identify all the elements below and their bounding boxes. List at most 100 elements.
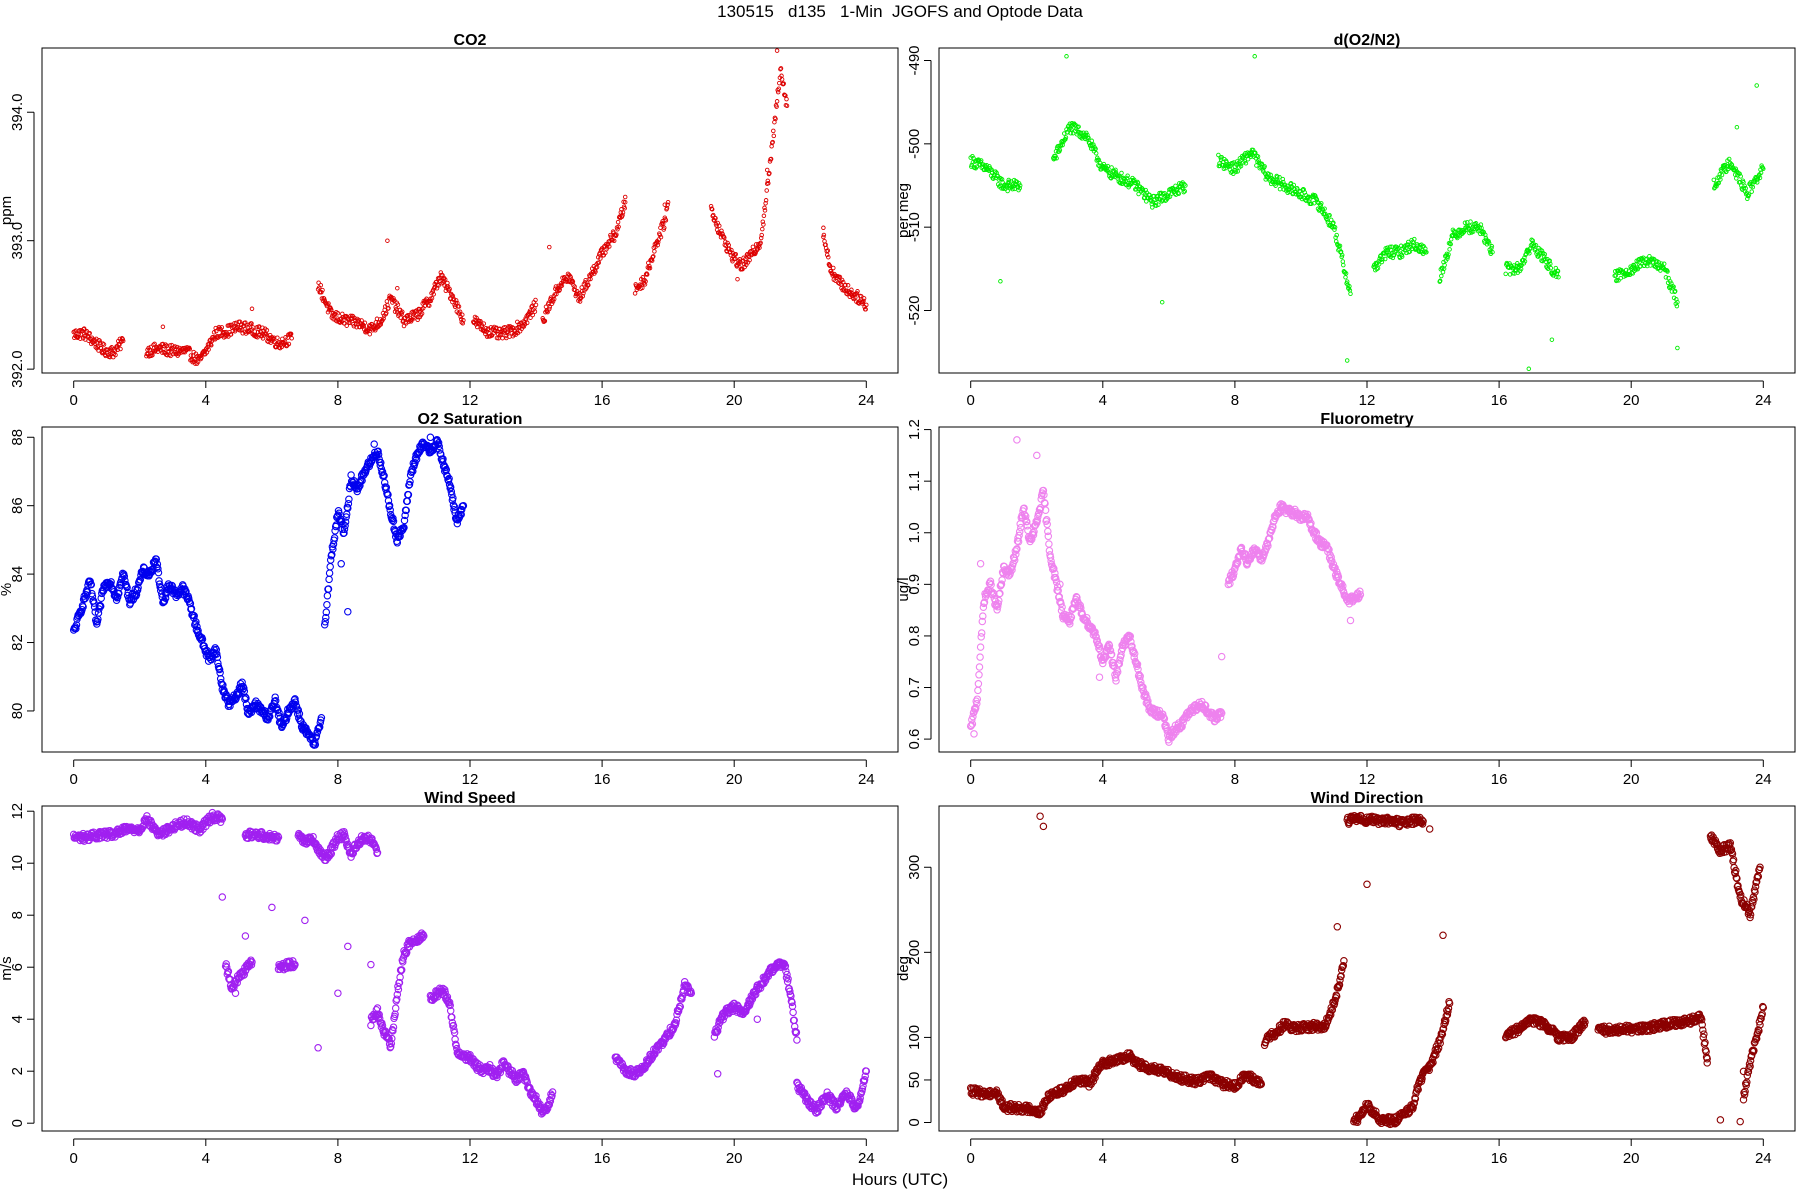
- co2-point: [594, 264, 600, 270]
- co2-point: [600, 250, 605, 256]
- co2-point: [620, 210, 626, 215]
- d-o2-n2-point: [1339, 252, 1345, 258]
- d-o2-n2-point: [1248, 152, 1253, 157]
- o2-saturation-point: [442, 465, 451, 474]
- o2-saturation-point: [211, 649, 220, 657]
- d-o2-n2-point: [991, 176, 996, 181]
- co2-point: [764, 167, 770, 173]
- fluorometry-point: [1042, 516, 1051, 524]
- d-o2-n2-point: [1017, 185, 1022, 191]
- fluorometry-point: [1126, 632, 1135, 641]
- d-o2-n2-point: [1254, 163, 1259, 168]
- fluorometry-point: [1066, 620, 1074, 628]
- d-o2-n2-point: [1675, 345, 1680, 351]
- d-o2-n2-point: [1257, 165, 1262, 171]
- o2-saturation-point: [123, 583, 131, 592]
- wind-speed-y-tick-label: 2: [9, 1067, 26, 1075]
- o2-saturation-x-tick-label: 16: [594, 771, 611, 788]
- fluorometry-point: [1041, 506, 1050, 514]
- d-o2-n2-point: [1399, 254, 1405, 259]
- o2-saturation-point: [311, 741, 320, 749]
- co2-x-tick-label: 16: [594, 392, 611, 409]
- d-o2-n2-point: [1136, 191, 1141, 197]
- fluorometry-point: [1162, 721, 1170, 730]
- wind-speed-x-tick-label: 8: [334, 1150, 342, 1167]
- o2-saturation-point: [313, 727, 322, 736]
- fluorometry-point: [1067, 613, 1076, 622]
- co2-point: [97, 340, 103, 345]
- co2-point: [761, 222, 766, 227]
- d-o2-n2-point: [1337, 243, 1343, 249]
- d-o2-n2-point: [1153, 203, 1159, 208]
- d-o2-n2-point: [1348, 291, 1353, 297]
- co2-point: [542, 318, 548, 324]
- d-o2-n2-point: [998, 279, 1003, 284]
- o2-saturation-point: [156, 583, 164, 591]
- o2-saturation-point: [79, 603, 87, 611]
- o2-saturation-panel-title: O2 Saturation: [418, 411, 523, 428]
- d-o2-n2-point: [1711, 177, 1717, 183]
- o2-saturation-point: [360, 471, 368, 479]
- o2-saturation-point: [435, 442, 443, 451]
- d-o2-n2-point: [1447, 247, 1452, 252]
- o2-saturation-point: [96, 602, 105, 610]
- d-o2-n2-point: [1475, 228, 1481, 234]
- co2-data-points: [71, 48, 869, 366]
- co2-point: [643, 279, 648, 284]
- d-o2-n2-point: [1639, 256, 1645, 261]
- fluorometry-x-tick-label: 8: [1231, 771, 1239, 788]
- co2-point: [214, 328, 219, 334]
- o2-saturation-point: [404, 491, 413, 499]
- d-o2-n2-point: [1719, 172, 1725, 178]
- wind-speed-y-tick-label: 4: [9, 1015, 26, 1023]
- co2-y-axis-label: ppm: [0, 196, 15, 225]
- d-o2-n2-point: [1445, 254, 1451, 260]
- d-o2-n2-point: [1503, 271, 1508, 277]
- fluorometry-point: [977, 633, 985, 641]
- d-o2-n2-point: [1181, 189, 1186, 195]
- d-o2-n2-point: [1228, 163, 1233, 169]
- co2-point: [652, 249, 657, 254]
- co2-point: [384, 310, 389, 316]
- fluorometry-point: [974, 686, 982, 695]
- o2-saturation-point: [117, 580, 125, 589]
- o2-saturation-point: [449, 494, 457, 502]
- co2-point: [647, 265, 653, 271]
- co2-point: [113, 352, 118, 358]
- d-o2-n2-point: [1376, 261, 1382, 267]
- fluorometry-point: [1127, 638, 1135, 646]
- fluorometry-point: [1130, 649, 1139, 658]
- d-o2-n2-point: [1623, 267, 1629, 273]
- d-o2-n2-point: [974, 164, 980, 170]
- d-o2-n2-point: [1737, 171, 1742, 176]
- d-o2-n2-point: [1091, 142, 1096, 147]
- o2-saturation-point: [409, 467, 417, 475]
- d-o2-n2-point: [1052, 156, 1058, 161]
- o2-saturation-point: [97, 594, 105, 602]
- fluorometry-point: [1327, 553, 1335, 561]
- co2-panel-title: CO2: [454, 32, 487, 49]
- fluorometry-point: [1039, 486, 1048, 495]
- d-o2-n2-point: [1448, 237, 1454, 242]
- o2-saturation-point: [87, 580, 96, 589]
- d-o2-n2-point: [1527, 251, 1532, 256]
- co2-x-tick-label: 4: [202, 392, 210, 409]
- co2-point: [93, 344, 98, 350]
- co2-point: [616, 224, 621, 230]
- co2-point: [150, 352, 155, 358]
- fluorometry-data-points: [966, 436, 1365, 746]
- co2-point: [227, 322, 233, 328]
- d-o2-n2-point: [1262, 164, 1267, 169]
- fluorometry-point: [1217, 652, 1226, 661]
- co2-point: [763, 198, 769, 203]
- fluorometry-point: [1166, 732, 1174, 740]
- fluorometry-y-axis-label: ug/l: [895, 577, 912, 601]
- d-o2-n2-y-tick-label: -500: [906, 129, 923, 159]
- d-o2-n2-point: [1159, 299, 1165, 305]
- o2-saturation-point: [72, 621, 81, 629]
- fluorometry-point: [1346, 616, 1355, 625]
- co2-point: [750, 244, 756, 250]
- d-o2-n2-point: [1217, 163, 1223, 169]
- d-o2-n2-point: [1437, 278, 1443, 284]
- fluorometry-point: [994, 600, 1002, 608]
